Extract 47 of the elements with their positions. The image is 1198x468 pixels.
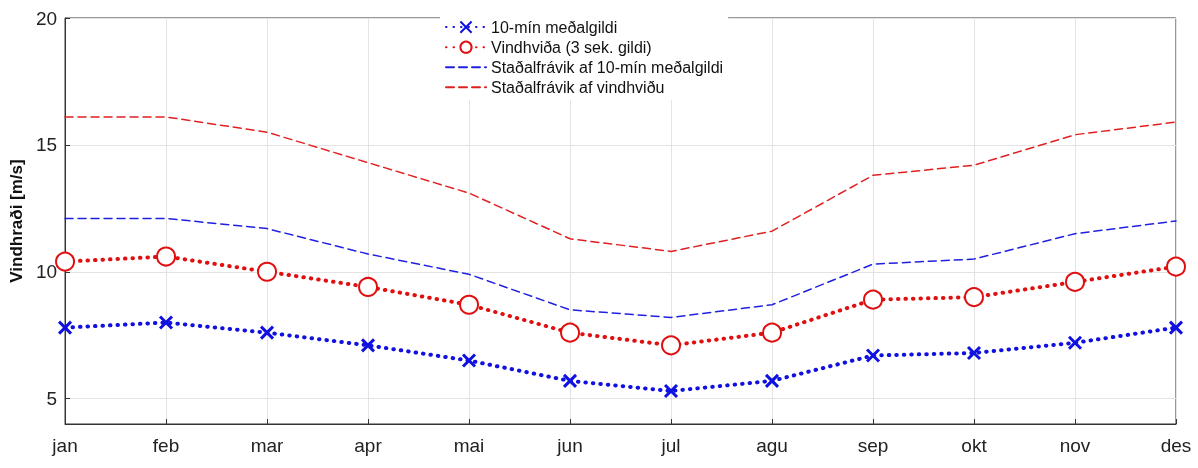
point <box>964 287 985 308</box>
point <box>158 315 174 330</box>
point <box>863 289 884 310</box>
legend-label: 10-mín meðalgildi <box>491 18 618 36</box>
x-tick-label: des <box>1160 435 1192 456</box>
point <box>1067 335 1083 351</box>
point <box>358 276 379 297</box>
point <box>865 347 881 363</box>
point <box>156 246 177 267</box>
x-tick-label: feb <box>152 435 180 456</box>
x-tick-label: jul <box>660 435 681 456</box>
point <box>257 261 278 282</box>
y-tick-label: 10 <box>35 261 58 283</box>
point <box>966 345 982 361</box>
point <box>1065 271 1085 292</box>
y-tick-label: 5 <box>46 388 58 410</box>
y-axis-title: Vindhraði [m/s] <box>7 159 26 283</box>
point <box>661 335 682 356</box>
point <box>663 383 679 399</box>
point <box>459 294 480 315</box>
point <box>1166 256 1186 277</box>
point <box>764 373 780 389</box>
point <box>560 322 581 343</box>
x-tick-label: apr <box>354 435 383 456</box>
point <box>762 322 783 343</box>
legend-label: Vindhviða (3 sek. gildi) <box>491 38 652 56</box>
legend-label: Staðalfrávik af 10-mín meðalgildi <box>491 58 724 76</box>
point <box>461 353 477 369</box>
x-tick-label: jun <box>556 435 583 456</box>
y-tick-label: 20 <box>35 7 58 29</box>
x-tick-label: mar <box>250 435 285 456</box>
point <box>360 337 376 353</box>
x-tick-label: mai <box>453 435 485 456</box>
line-series <box>64 217 1177 319</box>
x-tick-label: sep <box>857 435 889 456</box>
y-tick-label: 15 <box>35 134 58 156</box>
x-tick-label: okt <box>961 435 988 456</box>
x-tick-label: jan <box>51 435 78 456</box>
point <box>57 320 73 336</box>
x-tick-label: agu <box>756 435 788 456</box>
legend-label: Staðalfrávik af vindhviðu <box>491 78 665 96</box>
x-tick-label: nov <box>1059 435 1091 456</box>
point <box>1168 320 1184 336</box>
line-series <box>64 116 1177 253</box>
point <box>55 251 76 272</box>
point <box>562 373 578 389</box>
point <box>259 325 275 341</box>
